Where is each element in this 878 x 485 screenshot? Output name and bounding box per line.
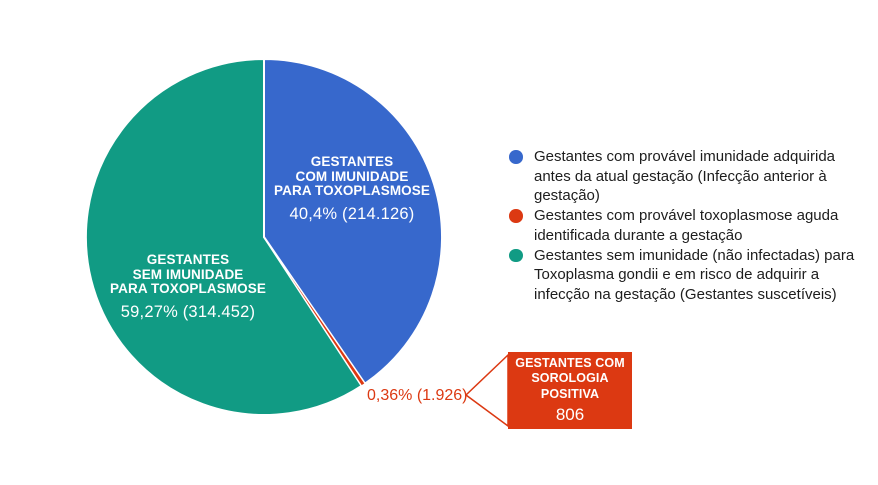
- legend-label-suscetiveis: Gestantes sem imunidade (não infectadas)…: [534, 246, 855, 303]
- pie-chart: [85, 58, 443, 416]
- pie-slice-suscetiveis[interactable]: [85, 58, 363, 416]
- pie-slice-imunidade[interactable]: [263, 58, 443, 385]
- legend-dot-red-icon: [509, 209, 523, 223]
- callout-value: 806: [555, 405, 585, 425]
- legend-label-aguda: Gestantes com provável toxoplasmose agud…: [534, 207, 839, 244]
- slice-label-aguda-percent: 0,36% (1.926): [367, 387, 468, 404]
- legend-dot-blue-icon: [509, 150, 523, 164]
- callout-pointer: [464, 353, 509, 428]
- legend-item-aguda: Gestantes com provável toxoplasmose agud…: [509, 206, 861, 245]
- pie-slice-aguda[interactable]: [263, 236, 366, 387]
- legend-label-imunidade: Gestantes com provável imunidade adquiri…: [534, 148, 836, 205]
- callout-title: GESTANTES COM SOROLOGIA POSITIVA: [515, 355, 625, 401]
- legend-item-imunidade: Gestantes com provável imunidade adquiri…: [509, 147, 861, 206]
- legend-item-suscetiveis: Gestantes sem imunidade (não infectadas)…: [509, 246, 861, 305]
- callout-sorologia-positiva: GESTANTES COM SOROLOGIA POSITIVA 806: [508, 352, 632, 429]
- legend: Gestantes com provável imunidade adquiri…: [509, 147, 861, 305]
- legend-dot-teal-icon: [509, 248, 523, 263]
